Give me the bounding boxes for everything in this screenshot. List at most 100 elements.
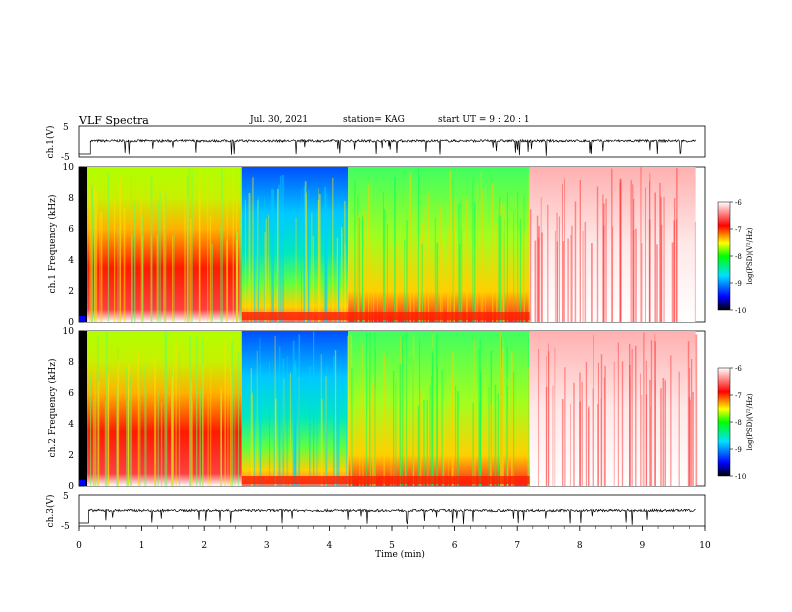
spectrogram-striation (271, 189, 273, 322)
spectrogram-striation (150, 176, 153, 322)
spectrogram-striation (571, 225, 573, 322)
spectrogram-striation (517, 191, 519, 322)
spectrogram-striation (160, 402, 163, 486)
spectrogram-striation (117, 360, 120, 486)
spectrogram-striation (574, 201, 577, 322)
spectrogram-striation (690, 399, 691, 486)
x-tick-label: 10 (699, 541, 711, 551)
spectrogram-striation (269, 362, 270, 486)
spectrogram-striation (252, 177, 254, 322)
spectrogram-striation (449, 170, 452, 322)
spectrogram-striation (421, 243, 423, 322)
spectrogram-striation (602, 225, 605, 322)
spectrogram-striation (660, 224, 663, 322)
spectrogram-striation (390, 405, 392, 486)
spectrogram-striation (142, 216, 144, 322)
spectrogram-striation (171, 376, 173, 486)
spectrogram-striation (126, 367, 128, 486)
spectrogram-striation (256, 350, 258, 486)
spectrogram-striation (368, 184, 369, 322)
spectrogram-segment (79, 331, 88, 486)
spectrogram-striation (220, 386, 222, 486)
spectrogram-striation (374, 389, 376, 486)
ch1-spec-ylabel: ch.1 Frequency (kHz) (47, 195, 58, 294)
spectrogram-striation (519, 218, 522, 322)
spectrogram-striation (134, 201, 136, 322)
spectrogram-striation (337, 380, 340, 486)
spectrogram-striation (506, 386, 508, 486)
spectrogram-striation (582, 230, 584, 322)
spectrogram-striation (336, 391, 338, 486)
spectrogram-corner (79, 316, 85, 322)
spectrogram-striation (418, 235, 420, 322)
spectrogram-striation (650, 406, 651, 486)
spectrogram-striation (93, 185, 95, 322)
spectrogram-striation (334, 350, 337, 486)
spectrogram-striation (127, 364, 130, 486)
spectrogram-striation (490, 403, 492, 486)
ch1-spectrogram-panel: 0 2 4 6 8 10 ch.1 Frequency (kHz) (47, 163, 706, 328)
spectrogram-striation (357, 214, 359, 322)
spectrogram-striation (309, 366, 311, 486)
spectrogram-striation (237, 232, 239, 322)
spectrogram-striation (641, 243, 643, 322)
spectrogram-striation (558, 216, 560, 322)
spectrogram-striation (676, 168, 678, 322)
spectrogram-striation (229, 367, 232, 486)
spectrogram-striation (173, 232, 175, 322)
spectrogram-segment (79, 167, 88, 322)
spectrogram-striation (273, 397, 276, 486)
spectrogram-striation (119, 174, 121, 322)
spectrogram-striation (294, 363, 295, 486)
spectrogram-striation (662, 378, 665, 486)
spectrogram-striation (500, 216, 502, 322)
spectrogram-striation (253, 223, 256, 322)
spectrogram-striation (659, 182, 661, 322)
spectrogram-striation (419, 340, 421, 486)
spectrogram-striation (523, 232, 525, 322)
spectrogram-striation (165, 331, 168, 486)
spectrogram-striation (547, 204, 549, 322)
spectrogram-striation (454, 216, 455, 322)
spectrogram-striation (234, 371, 236, 486)
spectrogram-striation (426, 400, 428, 486)
spectrogram-striation (278, 383, 280, 486)
spectrogram-striation (279, 346, 281, 486)
spectrogram-striation (500, 366, 503, 486)
spectrogram-striation (237, 352, 240, 486)
spectrogram-striation (332, 177, 334, 322)
spectrogram-striation (275, 399, 277, 486)
spectrogram-striation (663, 196, 665, 322)
spectrogram-striation (482, 189, 484, 322)
spectrogram-striation (596, 186, 599, 322)
ch3-waveform-line (79, 508, 696, 525)
spectrogram-striation (461, 195, 463, 322)
spec-ytick-label: 2 (68, 451, 74, 461)
spec-ytick-label: 4 (68, 256, 74, 266)
colorbar-tick-label: -10 (735, 307, 746, 315)
spectrogram-striation (107, 173, 110, 322)
spectrogram-striation (640, 167, 642, 322)
spectrogram-striation (370, 177, 372, 322)
spectrogram-striation (117, 226, 119, 322)
spectrogram-striation (137, 349, 140, 486)
spectrogram-striation (432, 349, 434, 486)
spectrogram-striation (363, 211, 365, 322)
ch1-waveform-panel: 5 -5 ch.1(V) (45, 123, 706, 163)
spectrogram-striation (404, 239, 405, 322)
spectrogram-striation (429, 385, 431, 486)
spectrogram-striation (460, 198, 462, 322)
spectrogram-striation (409, 173, 412, 322)
spectrogram-striation (171, 393, 172, 486)
spectrogram-striation (447, 403, 449, 486)
spectrogram-striation (354, 180, 356, 322)
spectrogram-striation (295, 217, 297, 322)
spectrogram-striation (395, 380, 397, 486)
spectrogram-striation (277, 188, 279, 322)
spectrogram-striation (635, 228, 637, 322)
spectrogram-striation (473, 201, 476, 322)
spectrogram-striation (387, 224, 388, 322)
spectrogram-striation (479, 372, 482, 486)
spectrogram-striation (562, 184, 563, 322)
spectrogram-striation (630, 179, 632, 322)
